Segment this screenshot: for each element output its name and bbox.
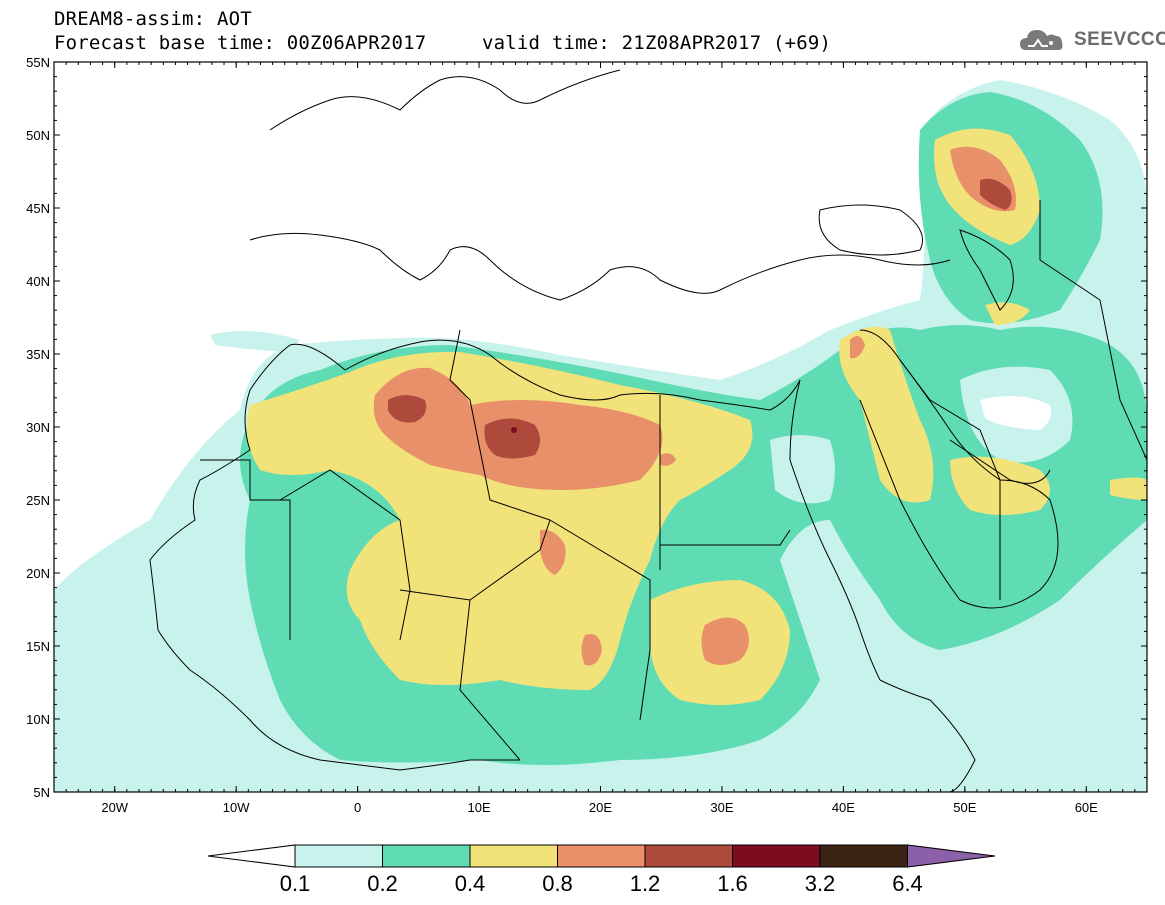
- lon-axis: 20W 10W 0 10E 20E 30E 40E 50E 60E: [53, 62, 1148, 815]
- colorbar-level-label: 1.6: [717, 871, 748, 896]
- aot-maximum: [511, 427, 517, 433]
- colorbar-box: [469, 844, 558, 868]
- lat-axis: 55N 50N 45N 40N 35N 30N 25N 20N 15N 10N 5N: [26, 55, 1147, 800]
- forecast-base-time: Forecast base time: 00Z06APR2017: [54, 32, 427, 54]
- coastline-europe-north: [269, 69, 621, 131]
- colorbar: 0.1 0.2 0.4 0.8 1.2 1.6 3.2 6.4: [207, 844, 996, 896]
- border-sudan: [660, 529, 791, 546]
- colorbar-level-label: 0.2: [367, 871, 398, 896]
- aot-contour-1-2: [388, 395, 427, 423]
- coastline-europe: [249, 232, 951, 301]
- colorbar-box: [557, 844, 646, 868]
- aot-field: [54, 62, 1147, 792]
- coastline-north-africa: [344, 339, 801, 411]
- colorbar-level-label: 0.8: [542, 871, 573, 896]
- lat-label: 55N: [26, 55, 50, 70]
- lon-label: 10E: [467, 800, 490, 815]
- seevccc-logo: SEEVCCC: [1018, 24, 1165, 56]
- coastline-east-africa: [879, 679, 976, 792]
- border-nigeria: [459, 599, 521, 761]
- coastline-persian-gulf: [949, 439, 1051, 484]
- coastline-red-sea: [789, 379, 881, 681]
- lon-label: 40E: [832, 800, 855, 815]
- coastline-black-sea: [818, 204, 923, 256]
- border-mali: [279, 469, 411, 641]
- colorbar-level-label: 3.2: [805, 871, 836, 896]
- border-niger: [399, 519, 551, 601]
- lon-label: 60E: [1075, 800, 1098, 815]
- border-algeria-libya: [449, 329, 551, 521]
- lat-label: 40N: [26, 274, 50, 289]
- lat-label: 50N: [26, 128, 50, 143]
- colorbar-under-arrow: [207, 844, 296, 868]
- border-western-sahara: [200, 459, 291, 640]
- lat-label: 5N: [33, 785, 50, 800]
- lat-label: 30N: [26, 420, 50, 435]
- coastline-west-africa: [149, 343, 520, 771]
- lon-label: 10W: [223, 800, 250, 815]
- border-saudi: [899, 359, 1001, 600]
- lon-label: 20W: [101, 800, 128, 815]
- coastline-caspian: [959, 229, 1014, 311]
- colorbar-over-arrow: [907, 844, 996, 868]
- lon-label: 50E: [953, 800, 976, 815]
- colorbar-level-label: 0.4: [455, 871, 486, 896]
- lat-label: 10N: [26, 712, 50, 727]
- border-chad: [549, 519, 651, 721]
- lon-label: 20E: [589, 800, 612, 815]
- lon-label: 30E: [710, 800, 733, 815]
- cloud-icon: [1020, 30, 1063, 50]
- lat-label: 35N: [26, 347, 50, 362]
- logo-text: SEEVCCC: [1074, 29, 1165, 50]
- lat-label: 20N: [26, 566, 50, 581]
- lat-label: 45N: [26, 201, 50, 216]
- lat-label: 15N: [26, 639, 50, 654]
- colorbar-level-label: 1.2: [630, 871, 661, 896]
- border-iran: [1039, 200, 1147, 461]
- colorbar-box: [294, 844, 383, 868]
- colorbar-box: [819, 844, 908, 868]
- colorbar-level-label: 0.1: [280, 871, 311, 896]
- colorbar-level-label: 6.4: [892, 871, 923, 896]
- colorbar-box: [732, 844, 821, 868]
- lon-label: 0: [354, 800, 361, 815]
- valid-time: valid time: 21Z08APR2017 (+69): [482, 32, 832, 54]
- map-title: DREAM8-assim: AOT: [54, 8, 252, 30]
- lat-label: 25N: [26, 493, 50, 508]
- boundaries: [149, 69, 1147, 792]
- colorbar-box: [644, 844, 733, 868]
- colorbar-box: [382, 844, 471, 868]
